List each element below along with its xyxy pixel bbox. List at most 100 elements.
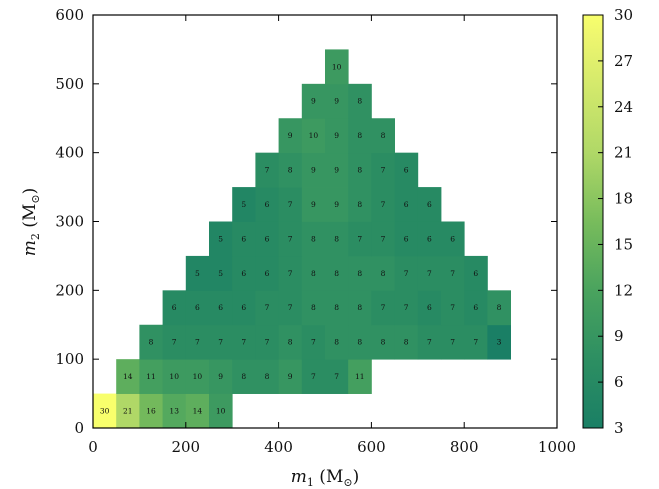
x-axis-ticks: 0 200 400 600 800 1000 bbox=[88, 15, 576, 456]
heatmap-cell-rect bbox=[209, 255, 233, 291]
heatmap-cell: 8 bbox=[348, 324, 372, 360]
heatmap-cell: 7 bbox=[441, 290, 465, 326]
heatmap-cell-rect bbox=[464, 255, 488, 291]
heatmap-cell-label: 8 bbox=[381, 131, 386, 140]
heatmap-cell: 7 bbox=[394, 290, 419, 326]
y-tick-label: 400 bbox=[55, 144, 84, 162]
heatmap-cell-label: 6 bbox=[473, 303, 478, 312]
heatmap-cell: 8 bbox=[348, 290, 372, 326]
heatmap-cell-label: 8 bbox=[334, 338, 339, 347]
heatmap-cell-label: 7 bbox=[288, 200, 293, 209]
colorbar-tick-label: 18 bbox=[614, 190, 633, 208]
heatmap-cell-label: 7 bbox=[288, 234, 293, 243]
heatmap-cell-label: 30 bbox=[100, 406, 110, 415]
heatmap-cell: 8 bbox=[371, 118, 395, 154]
heatmap-cell: 8 bbox=[139, 324, 163, 360]
heatmap-cell-rect bbox=[185, 255, 210, 291]
heatmap-cell-rect bbox=[139, 393, 163, 429]
heatmap-cell-rect bbox=[417, 290, 442, 326]
x-axis-label: m1 (M⊙) bbox=[291, 467, 359, 489]
heatmap-cell-rect bbox=[371, 118, 395, 154]
heatmap-cell-rect bbox=[487, 324, 511, 360]
y-tick-label: 600 bbox=[55, 6, 84, 24]
heatmap-cell: 8 bbox=[371, 255, 395, 291]
heatmap-cell-rect bbox=[185, 359, 210, 394]
heatmap-cell: 14 bbox=[185, 393, 210, 429]
heatmap-cell-label: 7 bbox=[450, 303, 455, 312]
heatmap-cell: 5 bbox=[209, 221, 233, 257]
heatmap-cell: 7 bbox=[278, 290, 303, 326]
heatmap-cell-label: 5 bbox=[195, 269, 200, 278]
heatmap-cell: 5 bbox=[232, 187, 256, 222]
heatmap-cell-rect bbox=[325, 221, 349, 257]
heatmap-cell-label: 6 bbox=[241, 234, 246, 243]
heatmap-cell-label: 7 bbox=[404, 269, 409, 278]
heatmap-cell-rect bbox=[325, 359, 349, 394]
heatmap-cell: 9 bbox=[301, 83, 326, 119]
heatmap-cell: 9 bbox=[325, 83, 349, 119]
heatmap-cell-label: 7 bbox=[311, 338, 316, 347]
heatmap-cell: 8 bbox=[278, 324, 303, 360]
heatmap-cell-label: 8 bbox=[311, 269, 316, 278]
heatmap-cell-label: 8 bbox=[265, 372, 270, 381]
heatmap-cell: 7 bbox=[255, 152, 279, 188]
heatmap-cell-label: 8 bbox=[149, 338, 154, 347]
heatmap-cells: 30 21 16 13 14 10 14 11 10 10 9 8 8 9 7 7 11 8 7 7 7 7 7 8 7 8 8 8 8… bbox=[93, 49, 511, 429]
heatmap-cell: 7 bbox=[348, 221, 372, 257]
heatmap-cell-rect bbox=[394, 290, 419, 326]
heatmap-cell-rect bbox=[394, 187, 419, 222]
heatmap-cell: 6 bbox=[394, 152, 419, 188]
heatmap-cell-rect bbox=[371, 152, 395, 188]
heatmap-cell: 8 bbox=[232, 359, 256, 394]
heatmap-cell-rect bbox=[394, 324, 419, 360]
heatmap-cell-label: 8 bbox=[241, 372, 246, 381]
heatmap-cell: 7 bbox=[441, 255, 465, 291]
heatmap-cell: 7 bbox=[301, 324, 326, 360]
heatmap-cell: 6 bbox=[255, 221, 279, 257]
heatmap-cell-label: 7 bbox=[311, 372, 316, 381]
heatmap-cell-label: 5 bbox=[241, 200, 246, 209]
heatmap-cell-label: 8 bbox=[334, 303, 339, 312]
heatmap-cell-rect bbox=[348, 152, 372, 188]
heatmap-cell: 8 bbox=[394, 324, 419, 360]
heatmap-cell-rect bbox=[394, 255, 419, 291]
heatmap-cell: 6 bbox=[232, 221, 256, 257]
heatmap-cell: 6 bbox=[441, 221, 465, 257]
heatmap-cell: 6 bbox=[417, 221, 442, 257]
colorbar-tick-label: 30 bbox=[614, 6, 633, 24]
heatmap-cell-rect bbox=[93, 393, 117, 429]
heatmap-cell: 3 bbox=[487, 324, 511, 360]
heatmap-cell-rect bbox=[162, 290, 187, 326]
heatmap-cell-rect bbox=[232, 221, 256, 257]
heatmap-cell-rect bbox=[209, 324, 233, 360]
heatmap-cell-label: 8 bbox=[381, 269, 386, 278]
heatmap-cell: 9 bbox=[325, 187, 349, 222]
x-tick-label: 400 bbox=[264, 438, 293, 456]
y-tick-label: 200 bbox=[55, 281, 84, 299]
x-tick-label: 800 bbox=[450, 438, 479, 456]
heatmap-cell: 6 bbox=[255, 255, 279, 291]
heatmap-cell-label: 9 bbox=[218, 372, 223, 381]
heatmap-cell-label: 9 bbox=[334, 97, 339, 106]
heatmap-cell-rect bbox=[441, 324, 465, 360]
heatmap-cell-label: 11 bbox=[146, 372, 156, 381]
heatmap-cell-rect bbox=[487, 290, 511, 326]
heatmap-cell: 8 bbox=[325, 324, 349, 360]
heatmap-cell-rect bbox=[441, 290, 465, 326]
heatmap-cell: 7 bbox=[441, 324, 465, 360]
heatmap-cell-label: 6 bbox=[265, 200, 270, 209]
heatmap-cell-rect bbox=[278, 324, 303, 360]
heatmap-cell-rect bbox=[348, 221, 372, 257]
heatmap-cell-label: 7 bbox=[288, 303, 293, 312]
heatmap-cell: 8 bbox=[325, 221, 349, 257]
heatmap-cell-rect bbox=[255, 290, 279, 326]
heatmap-cell-label: 5 bbox=[218, 269, 223, 278]
heatmap-cell-rect bbox=[464, 290, 488, 326]
heatmap-cell: 21 bbox=[116, 393, 140, 429]
heatmap-cell-rect bbox=[255, 221, 279, 257]
colorbar-tick-label: 6 bbox=[614, 373, 624, 391]
heatmap-cell-label: 8 bbox=[497, 303, 502, 312]
heatmap-cell: 10 bbox=[185, 359, 210, 394]
heatmap-cell-rect bbox=[301, 187, 326, 222]
